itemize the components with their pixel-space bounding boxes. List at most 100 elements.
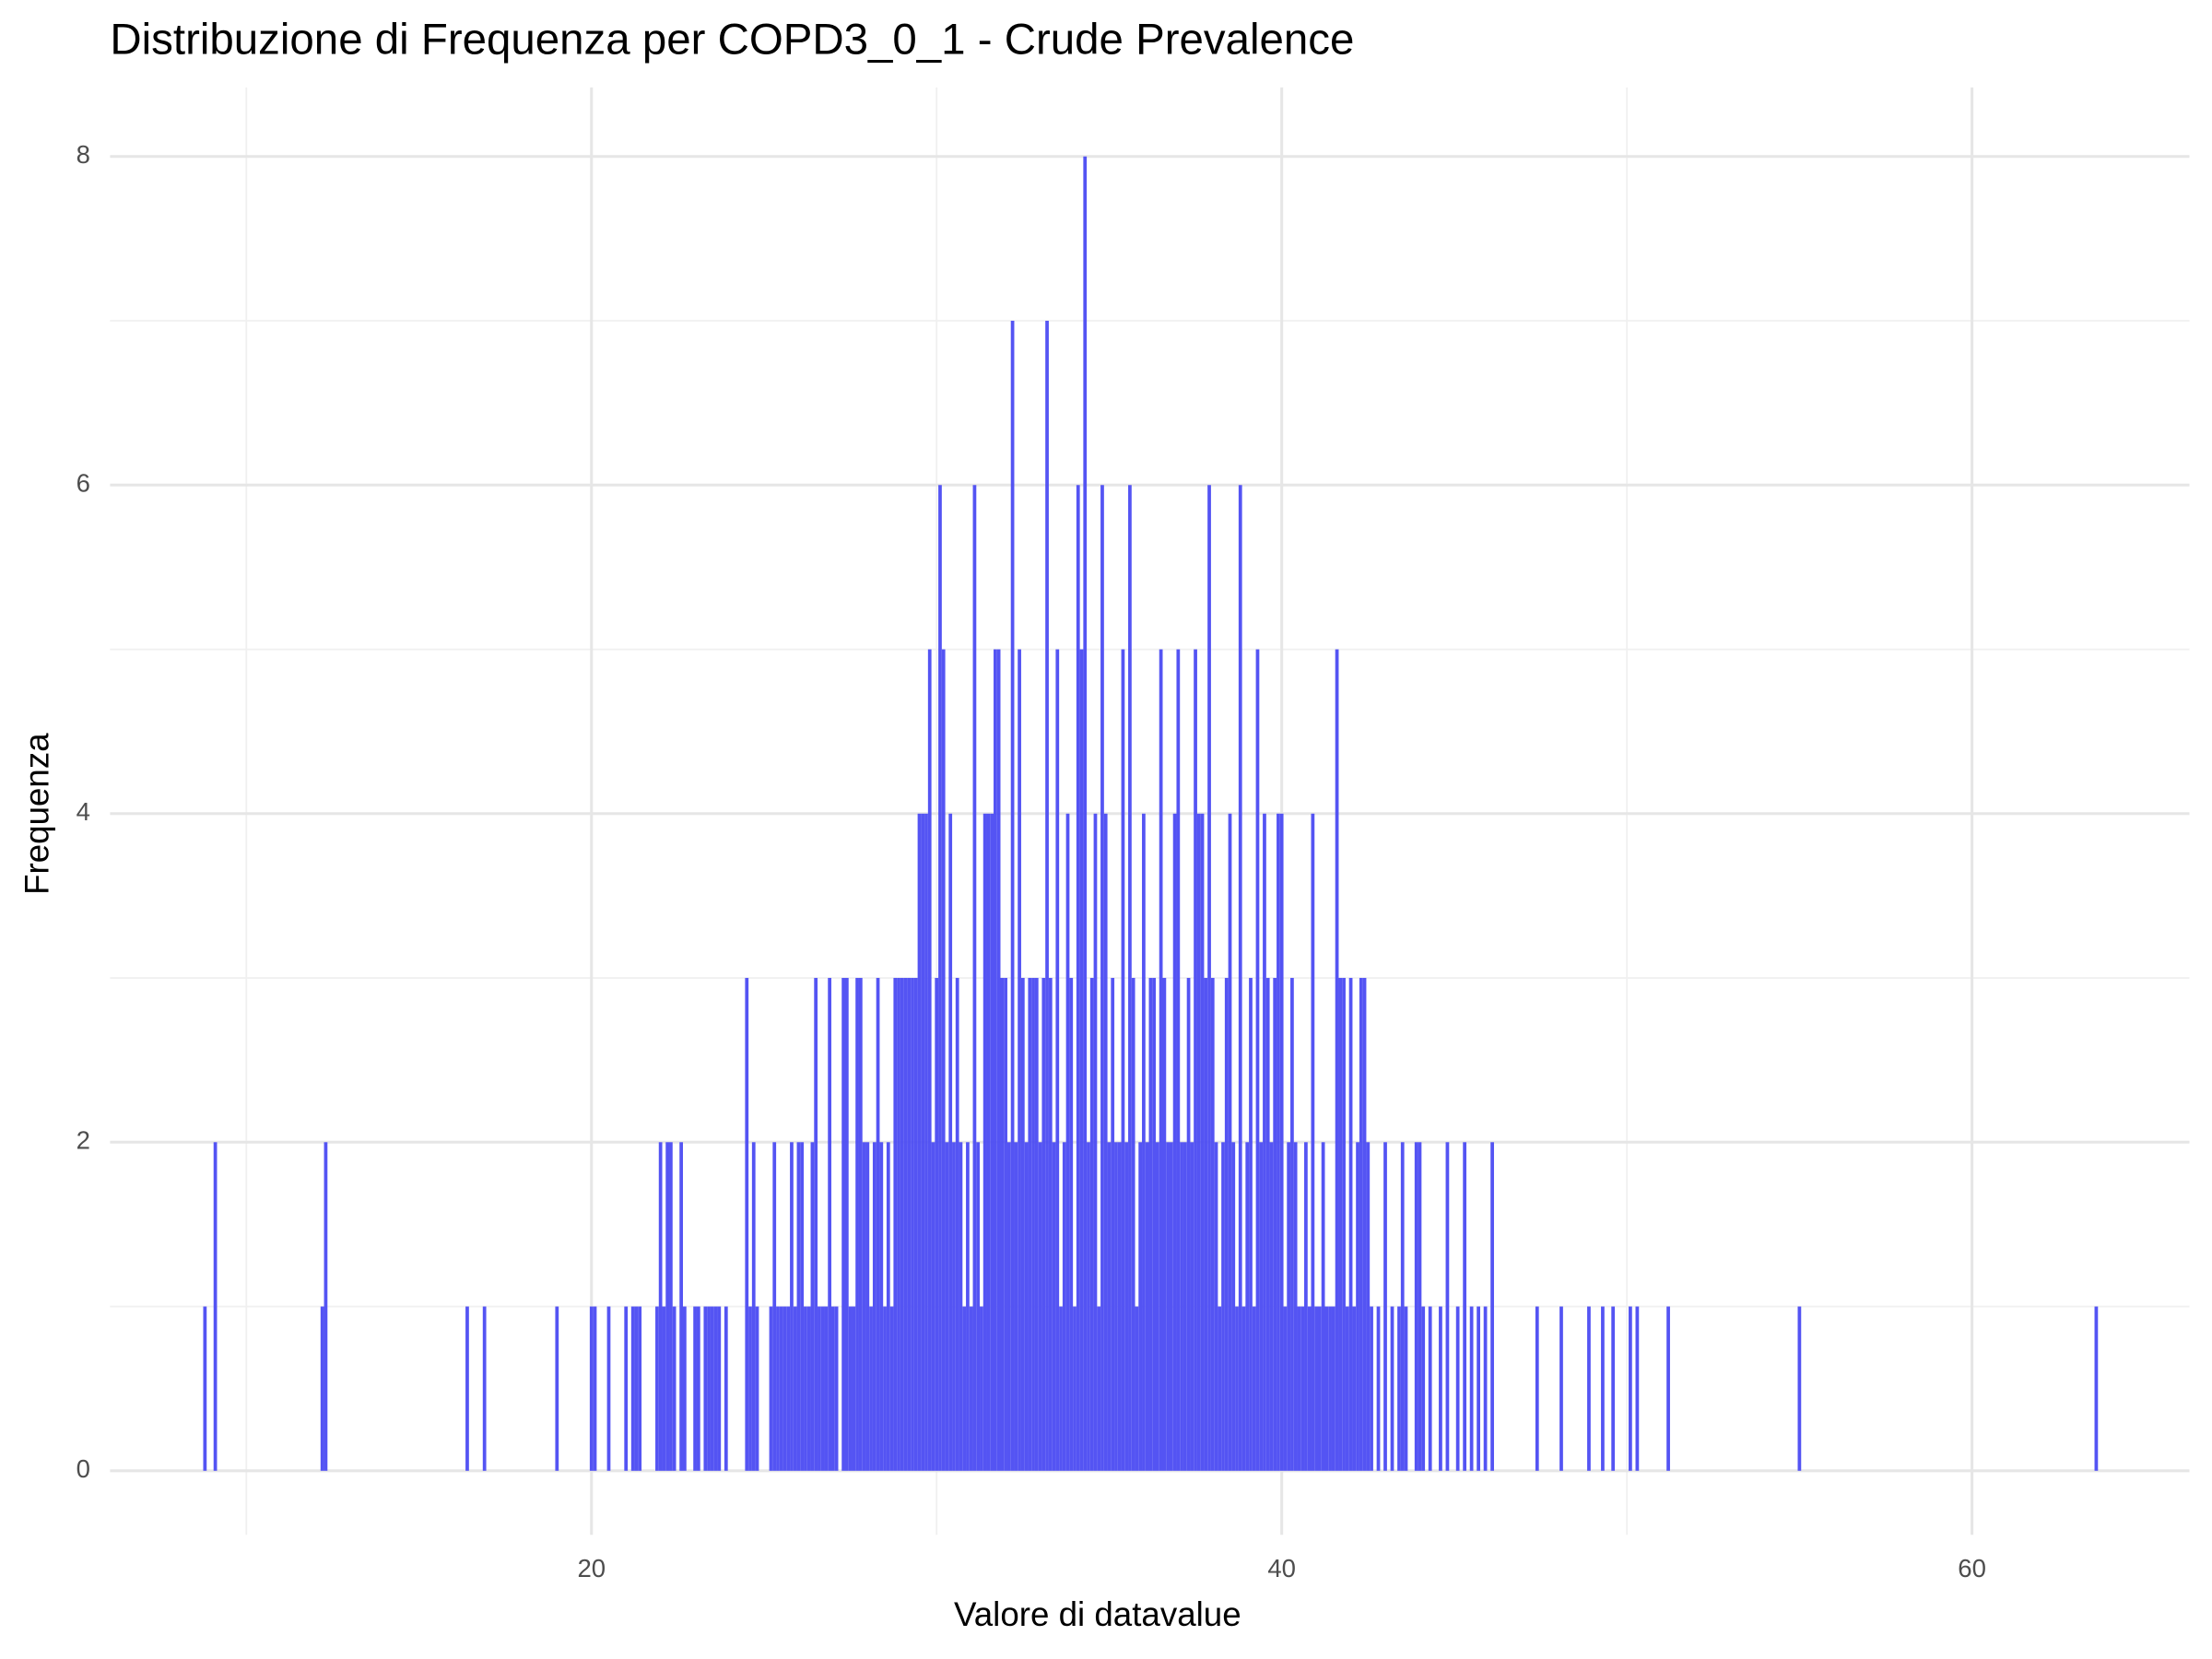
bar <box>990 813 994 1471</box>
bar <box>1439 1306 1442 1471</box>
bar <box>913 978 918 1471</box>
chart-title: Distribuzione di Frequenza per COPD3_0_1… <box>110 15 1354 64</box>
y-tick-label: 2 <box>76 1126 90 1155</box>
bar <box>1297 1306 1301 1471</box>
bar <box>638 1306 642 1471</box>
bar <box>1194 649 1197 1471</box>
bar <box>1045 321 1049 1471</box>
bar <box>324 1142 328 1471</box>
bar <box>755 1306 759 1471</box>
bar <box>1241 1306 1246 1471</box>
bar <box>1083 156 1088 1471</box>
bar <box>1383 1142 1387 1471</box>
bar <box>1263 813 1266 1471</box>
bar <box>1635 1306 1640 1471</box>
bar <box>555 1306 559 1471</box>
bar <box>748 1306 752 1471</box>
bar <box>927 649 932 1471</box>
bar <box>1797 1306 1802 1471</box>
bar <box>1255 649 1260 1471</box>
bar <box>1335 649 1339 1471</box>
x-tick-label: 60 <box>1958 1554 1986 1583</box>
y-tick-label: 4 <box>76 797 90 826</box>
bar <box>1414 1142 1418 1471</box>
bar <box>203 1306 207 1471</box>
bar <box>1121 649 1125 1471</box>
bar <box>1235 1306 1239 1471</box>
bar <box>955 978 959 1471</box>
bar <box>889 1306 894 1471</box>
bar <box>1079 649 1084 1471</box>
bar <box>465 1306 469 1471</box>
bar <box>1287 1142 1291 1471</box>
bar <box>855 978 859 1471</box>
bar <box>1145 1142 1149 1471</box>
bar <box>1328 1306 1332 1471</box>
bar <box>1014 1142 1018 1471</box>
bar <box>1265 978 1270 1471</box>
bar <box>1477 1306 1480 1471</box>
bar <box>1352 1306 1357 1471</box>
bar <box>1317 1306 1322 1471</box>
bar <box>938 485 942 1471</box>
bar <box>769 1306 773 1471</box>
bar <box>1114 1142 1118 1471</box>
bar <box>1107 1142 1112 1471</box>
bar <box>1445 1142 1450 1471</box>
bar <box>1196 813 1201 1471</box>
bar <box>969 1306 973 1471</box>
bar <box>1131 978 1135 1471</box>
bar <box>1000 978 1005 1471</box>
bar <box>1370 1306 1373 1471</box>
bar <box>945 1142 949 1471</box>
bar <box>1214 1142 1218 1471</box>
bar <box>1034 978 1039 1471</box>
bar <box>952 1142 956 1471</box>
bar <box>1100 485 1104 1471</box>
x-tick-label: 40 <box>1267 1554 1296 1583</box>
bar <box>630 1306 635 1471</box>
bar <box>1321 1142 1325 1471</box>
y-tick-label: 6 <box>76 469 90 498</box>
bar <box>931 1142 935 1471</box>
bar <box>1290 978 1294 1471</box>
bar <box>1587 1306 1591 1471</box>
bar <box>1152 978 1157 1471</box>
bar <box>886 1142 890 1471</box>
bar <box>1097 1306 1101 1471</box>
bar <box>996 649 1001 1471</box>
bar <box>1331 1306 1335 1471</box>
bar <box>1204 978 1208 1471</box>
bar <box>982 813 987 1471</box>
bar <box>994 649 997 1471</box>
y-axis-label: Frequenza <box>18 733 56 895</box>
bar <box>897 978 900 1471</box>
bar <box>710 1306 714 1471</box>
bar <box>1190 1142 1194 1471</box>
bar <box>800 1142 805 1471</box>
bar <box>1218 1306 1222 1471</box>
bar <box>980 1306 983 1471</box>
bar <box>1207 485 1211 1471</box>
bar <box>624 1306 629 1471</box>
bar <box>1028 978 1032 1471</box>
bar <box>1366 1142 1371 1471</box>
bar <box>820 1306 825 1471</box>
x-axis-label: Valore di datavalue <box>954 1595 1241 1633</box>
bar <box>1162 978 1167 1471</box>
bar <box>907 978 912 1471</box>
bar <box>986 813 991 1471</box>
bar <box>793 1306 797 1471</box>
bar <box>1172 813 1177 1471</box>
bar <box>1018 649 1021 1471</box>
bar <box>1418 1142 1422 1471</box>
bar <box>1148 978 1153 1471</box>
bar <box>1356 1142 1359 1471</box>
bar <box>1277 813 1280 1471</box>
bar <box>713 1306 718 1471</box>
bar <box>844 978 849 1471</box>
bar <box>1293 1142 1298 1471</box>
bar <box>1469 1306 1474 1471</box>
bar <box>935 978 939 1471</box>
